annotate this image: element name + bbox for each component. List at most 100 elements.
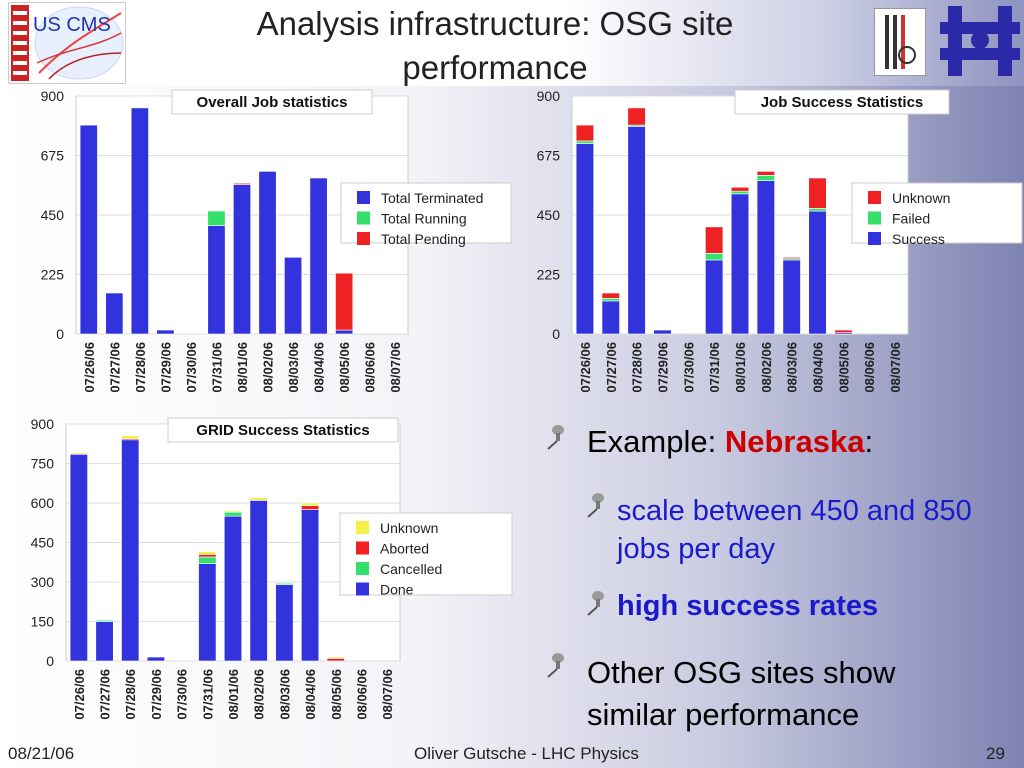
bar-segment [335, 272, 354, 331]
bar-segment [575, 143, 595, 335]
bullet-success-rates: high success rates [585, 590, 878, 623]
bar-segment [301, 509, 320, 662]
bullet-other-sites-text: Other OSG sites show similar performance [587, 655, 896, 732]
bar-segment [756, 171, 775, 176]
bar-segment [782, 257, 801, 259]
y-tick-label: 675 [41, 148, 65, 164]
legend-label: Unknown [380, 520, 438, 536]
bar-segment [601, 298, 620, 302]
legend-label: Total Running [381, 211, 467, 227]
x-tick-label: 07/29/06 [149, 669, 164, 720]
bar-segment [627, 126, 646, 335]
legend-label: Aborted [380, 541, 429, 557]
y-tick-label: 450 [41, 207, 65, 223]
legend-swatch [357, 211, 370, 225]
bar-segment [756, 180, 775, 335]
bar-segment [601, 300, 620, 335]
bar-segment [223, 515, 243, 662]
us-cms-logo-graphic: US CMS [11, 5, 124, 81]
chart-title: Overall Job statistics [197, 94, 348, 111]
bar-segment [705, 259, 724, 335]
x-tick-label: 07/29/06 [158, 342, 173, 393]
grid-success-statistics-chart: 0 150 300 450 600 750 900 07/26/06 07/27/06 07/28… [31, 416, 513, 720]
x-tick-label: 07/31/06 [707, 342, 722, 393]
bar-segment [233, 182, 251, 185]
bar-segment [284, 257, 303, 335]
x-tick-label: 08/01/06 [226, 669, 241, 720]
bar-segment [207, 225, 226, 335]
us-cms-logo: US CMS [8, 2, 126, 84]
y-tick-label: 750 [31, 456, 55, 472]
x-tick-label: 07/26/06 [72, 669, 87, 720]
x-tick-label: 08/06/06 [354, 669, 369, 720]
job-success-statistics-chart: 0 225 450 675 900 07/26/06 07/27/06 07/28/06 07/… [537, 88, 1023, 393]
y-tick-label: 225 [41, 267, 65, 283]
legend-label: Total Pending [381, 231, 466, 247]
legend-label: Cancelled [380, 561, 442, 577]
bullet-scale-text: scale between 450 and 850 jobs per day [617, 495, 972, 565]
bar-segment [335, 329, 354, 335]
bar-segment [275, 584, 294, 662]
x-tick-label: 08/01/06 [733, 342, 748, 393]
bar-segment [808, 177, 827, 209]
bar-segment [808, 210, 827, 335]
chart-title-box [734, 89, 950, 115]
bar-segment [326, 656, 345, 659]
bullet-other-sites: Other OSG sites show similar performance [545, 652, 945, 736]
legend-label: Success [892, 231, 945, 247]
y-tick-label: 0 [56, 326, 64, 342]
chart-title: GRID Success Statistics [196, 422, 369, 439]
footer-page-number: 29 [986, 744, 1005, 763]
x-tick-label: 08/04/06 [811, 342, 826, 393]
bar-segment [95, 621, 114, 662]
x-tick-label: 08/05/06 [329, 669, 344, 720]
bar-segment [198, 556, 217, 564]
x-tick-label: 08/04/06 [303, 669, 318, 720]
legend-swatch [868, 211, 881, 225]
bar-segment [309, 177, 328, 335]
chart-title-box [171, 89, 373, 115]
overall-job-statistics-chart: 0 225 450 675 900 07/26/06 07/27/06 07/28/06 07/… [41, 88, 512, 393]
bar-segment [834, 329, 853, 333]
legend-swatch [356, 541, 369, 555]
x-tick-label: 08/06/06 [862, 342, 877, 393]
bar-segment [782, 259, 801, 335]
x-tick-label: 07/26/06 [82, 342, 97, 393]
y-tick-label: 900 [41, 88, 65, 104]
bullet-example-suffix: : [864, 424, 874, 459]
y-tick-label: 900 [31, 416, 55, 432]
legend-label: Failed [892, 211, 930, 227]
x-tick-label: 07/27/06 [98, 669, 113, 720]
legend-swatch [868, 191, 881, 204]
x-tick-label: 07/30/06 [184, 342, 199, 393]
x-tick-label: 08/03/06 [785, 342, 800, 393]
legend-swatch [356, 521, 369, 534]
x-tick-label: 07/27/06 [107, 342, 122, 393]
x-tick-label: 07/27/06 [604, 342, 619, 393]
pushpin-icon [547, 425, 564, 450]
bar-segment [301, 505, 320, 510]
bar-segment [223, 511, 243, 517]
legend-swatch [868, 232, 881, 245]
bar-segment [198, 563, 217, 662]
x-tick-label: 07/31/06 [209, 342, 224, 393]
bar-segment [233, 184, 251, 335]
footer-author: Oliver Gutsche - LHC Physics [414, 744, 639, 763]
x-tick-label: 08/05/06 [836, 342, 851, 393]
y-tick-label: 0 [552, 326, 560, 342]
y-tick-label: 900 [537, 88, 561, 104]
bullet-example: Example: Nebraska: [545, 424, 873, 460]
us-cms-logo-text: US CMS [33, 14, 111, 36]
y-tick-label: 300 [31, 574, 55, 590]
bar-segment [198, 551, 217, 555]
x-tick-label: 08/02/06 [252, 669, 267, 720]
x-tick-label: 08/07/06 [888, 342, 903, 393]
y-tick-label: 600 [31, 495, 55, 511]
bar-segment [156, 329, 175, 335]
bar-segment [627, 107, 646, 126]
bar-segment [275, 583, 294, 585]
x-tick-label: 07/30/06 [175, 669, 190, 720]
bar-segment [653, 329, 672, 335]
bar-segment [223, 510, 243, 513]
chart-title: Job Success Statistics [761, 94, 924, 111]
